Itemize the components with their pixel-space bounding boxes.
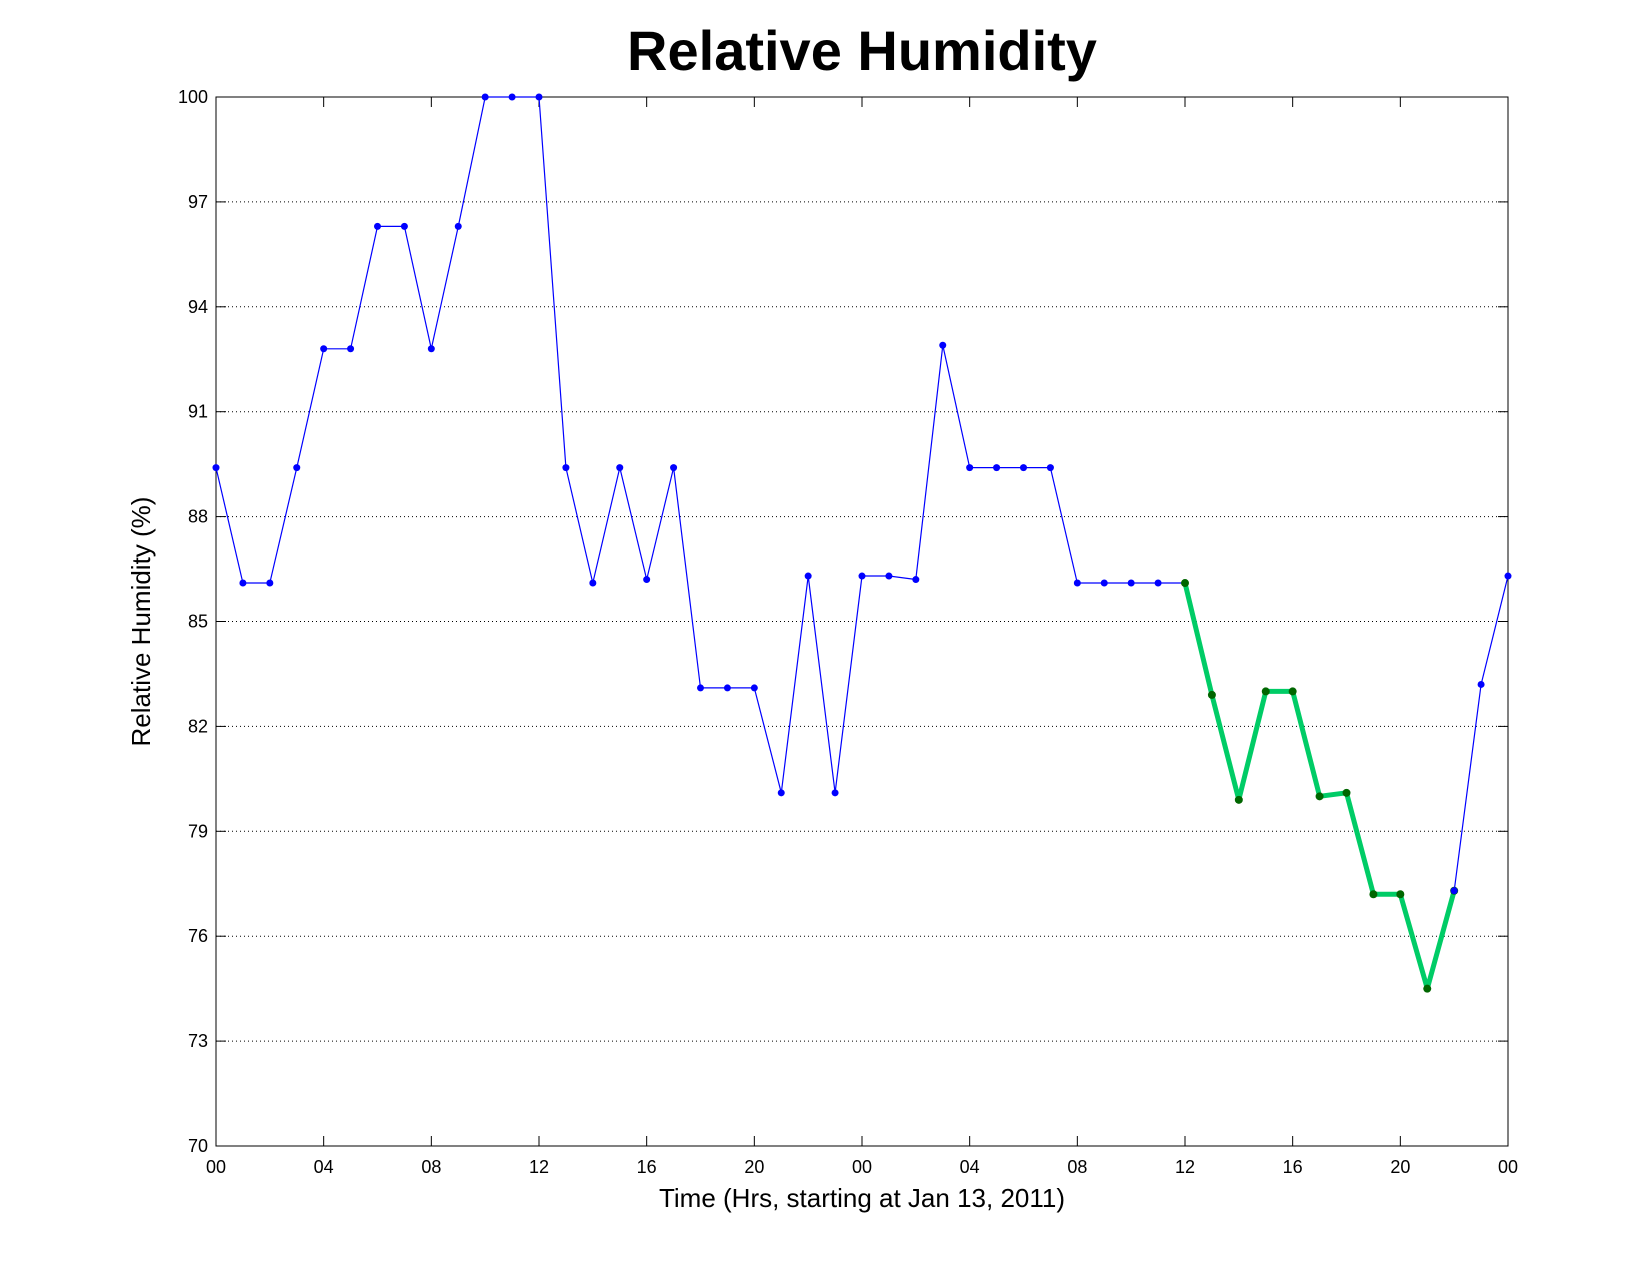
x-tick-label: 04 [960, 1157, 980, 1177]
data-point [885, 572, 893, 580]
data-point [643, 576, 651, 584]
data-point [1396, 890, 1405, 899]
data-point [697, 684, 704, 692]
data-point [535, 93, 543, 101]
x-axis-ticks: 00 04 08 12 16 20 00 04 08 12 16 20 00 [206, 97, 1518, 1177]
data-point [993, 464, 1001, 472]
data-point [670, 464, 678, 472]
chart-title: Relative Humidity [627, 19, 1097, 82]
x-tick-label: 08 [1067, 1157, 1087, 1177]
plot-area-frame [215, 96, 1509, 1147]
y-tick-label: 91 [188, 402, 208, 422]
x-tick-label: 00 [206, 1157, 226, 1177]
data-point [1315, 792, 1324, 801]
series-line [1453, 575, 1509, 891]
data-point [777, 789, 785, 797]
x-tick-label: 08 [421, 1157, 441, 1177]
data-series [212, 93, 1512, 993]
data-point [347, 345, 355, 353]
y-tick-label: 100 [178, 87, 208, 107]
data-point [1100, 579, 1108, 587]
data-point [1073, 579, 1081, 587]
data-point [212, 464, 220, 472]
data-point [1477, 680, 1485, 688]
data-point [374, 222, 381, 230]
data-point [481, 93, 489, 101]
x-tick-label: 20 [744, 1157, 764, 1177]
data-point [454, 222, 462, 230]
data-point [1423, 984, 1432, 993]
y-tick-label: 76 [188, 926, 208, 946]
data-point [1450, 887, 1458, 895]
data-point [562, 464, 570, 472]
y-tick-label: 82 [188, 716, 208, 736]
x-axis-label: Time (Hrs, starting at Jan 13, 2011) [659, 1183, 1065, 1213]
data-point [239, 579, 247, 587]
data-point [804, 572, 812, 580]
x-tick-label: 20 [1390, 1157, 1410, 1177]
data-point [1504, 572, 1512, 580]
data-point [320, 345, 328, 353]
data-point [831, 789, 839, 797]
data-point [266, 579, 274, 587]
data-point [750, 684, 758, 692]
data-point [1261, 687, 1270, 696]
data-point [400, 222, 408, 230]
y-tick-label: 85 [188, 612, 208, 632]
y-tick-label: 94 [188, 297, 208, 317]
y-tick-label: 73 [188, 1031, 208, 1051]
data-point [1181, 579, 1189, 588]
series-line [1182, 582, 1457, 992]
data-point [966, 464, 974, 472]
data-point [1369, 890, 1378, 899]
data-point [1342, 788, 1351, 797]
x-tick-label: 16 [637, 1157, 657, 1177]
data-point [1234, 795, 1243, 804]
data-point [1207, 690, 1216, 699]
y-tick-label: 97 [188, 192, 208, 212]
x-tick-label: 04 [314, 1157, 334, 1177]
data-point [427, 345, 435, 353]
data-point [1127, 579, 1135, 587]
data-point [616, 464, 624, 472]
data-point [723, 684, 731, 692]
x-tick-label: 12 [1175, 1157, 1195, 1177]
grid-lines [216, 96, 1508, 1042]
data-point [1046, 464, 1054, 472]
data-point [912, 576, 920, 584]
data-point [1020, 464, 1027, 472]
x-tick-label: 00 [852, 1157, 872, 1177]
data-point [589, 579, 597, 587]
data-point [508, 93, 516, 101]
y-axis-ticks: 70 73 76 79 82 85 88 91 94 97 100 [178, 87, 1508, 1156]
x-tick-label: 12 [529, 1157, 549, 1177]
y-tick-label: 70 [188, 1136, 208, 1156]
data-point [858, 572, 866, 580]
x-tick-label: 16 [1283, 1157, 1303, 1177]
x-tick-label: 00 [1498, 1157, 1518, 1177]
y-axis-label: Relative Humidity (%) [126, 497, 156, 747]
data-point [293, 464, 301, 472]
y-tick-label: 79 [188, 821, 208, 841]
y-tick-label: 88 [188, 507, 208, 527]
data-point [1154, 579, 1162, 587]
data-point [1288, 687, 1297, 696]
data-point [939, 341, 947, 349]
